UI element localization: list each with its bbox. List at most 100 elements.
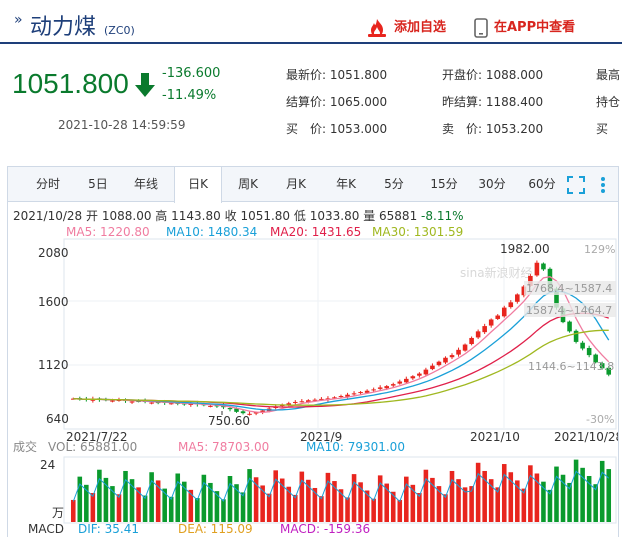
volume-bar [286,486,292,522]
open-label: 开盘价: [442,68,483,82]
volume-bar [195,498,200,522]
y-tick: 1120 [38,358,69,372]
volume-bar [469,486,474,522]
candle-body [541,263,546,270]
volume-bar [345,497,350,522]
volume-bar [175,473,181,522]
volume-bar [404,476,409,522]
kline-low-label: 低 [293,209,306,223]
candle-body [508,302,514,308]
tab-intraday[interactable]: 分时 [35,177,60,191]
candle-body [260,410,265,412]
candle-body [417,373,422,376]
candle-body [390,384,396,386]
candle-body [129,401,135,403]
volume-bar [319,496,324,522]
volume-bar [462,487,468,522]
price-change-pct: -11.49% [162,88,217,103]
volume-bar [475,462,481,522]
pct-top-tick: 129% [584,243,615,256]
candle-body [469,337,474,345]
tab-year-line[interactable]: 年线 [133,177,158,191]
candle-body [234,408,239,412]
volume-ma10: MA10: 79301.00 [306,440,405,454]
range-box-1 [524,281,616,295]
volume-bar [325,472,331,522]
volume-vol: VOL: 65881.00 [48,440,137,454]
volume-bar [417,493,422,522]
volume-bar [521,488,527,522]
candle-body [240,411,246,414]
high-mark-label: 1982.00 [500,242,550,256]
candle-body [306,400,311,403]
tab-daily-k[interactable]: 日K [174,167,222,203]
bid-value: 1053.000 [329,122,388,136]
add-watchlist-label: 添加自选 [394,20,447,35]
volume-bar [293,494,298,522]
volume-bar [247,469,252,522]
volume-bar [221,499,226,522]
candle-body [208,405,213,407]
open-interest-label: 持仓 [596,95,621,109]
bid-label: 买 价: [286,122,327,136]
volume-bar [351,474,357,522]
candle-body [456,349,461,355]
instrument-name: 动力煤 [30,15,97,40]
volume-bar [136,487,141,522]
candle-body [547,268,553,290]
more-menu-icon[interactable] [594,167,612,202]
y-tick: 1600 [38,295,69,309]
volume-bar [260,485,265,522]
tab-yearly-k[interactable]: 年K [336,177,356,191]
candle-body [534,262,540,276]
candle-body [521,286,527,296]
instrument-code: (ZC0) [104,24,135,37]
volume-bar [332,481,337,522]
x-tick: 2021/10/28 [554,430,618,444]
candle-body [168,403,174,405]
volume-title: 成交 [13,439,37,454]
candle-body [606,367,612,375]
volume-bar [142,495,148,522]
volume-bar [168,496,174,522]
tab-60min[interactable]: 60分 [528,177,556,191]
tab-weekly-k[interactable]: 周K [238,177,258,191]
open-value: 1088.000 [485,68,544,82]
prev-settle-value: 1188.400 [485,95,544,109]
volume-bar [84,484,89,522]
tab-30min[interactable]: 30分 [478,177,506,191]
candle-body [227,408,233,410]
candle-body [371,389,376,391]
volume-bar [312,487,318,522]
volume-bar [149,472,154,522]
kline-vol: 65881 [379,209,418,223]
flame-icon [366,18,388,38]
volume-bar [240,492,246,522]
quote-col-1: 最新价: 1051.800 结算价: 1065.000 买 价: 1053.00… [286,62,387,143]
volume-bar [606,469,612,522]
candle-body [299,401,305,403]
fullscreen-icon[interactable] [564,167,588,202]
quote-time: 2021-10-28 14:59:59 [58,118,186,132]
settle-value: 1065.000 [329,95,388,109]
tab-5day[interactable]: 5日 [88,177,108,191]
volume-bar [554,466,559,522]
ma5-line [73,276,610,414]
tab-15min[interactable]: 15分 [430,177,458,191]
ma30-label: MA30: 1301.59 [372,225,464,239]
quote-col-2: 开盘价: 1088.000 昨结算: 1188.400 卖 价: 1053.20… [442,62,543,143]
volume-bar [384,483,389,522]
volume-bar [430,477,435,522]
latest-label: 最新价: [286,68,327,82]
volume-top-tick: 24 [40,458,55,472]
add-watchlist-button[interactable]: 添加自选 [366,16,446,38]
open-app-button[interactable]: 在APP中查看 [474,16,575,38]
range-label-3: 1144.6~1143.8 [528,360,614,373]
latest-price: 1051.800 [12,68,129,99]
candle-body [358,392,363,394]
volume-bar [443,494,448,522]
ma10-line [73,290,610,411]
tab-5min[interactable]: 5分 [384,177,404,191]
tab-monthly-k[interactable]: 月K [286,177,306,191]
open-app-label: 在APP中查看 [494,20,576,35]
